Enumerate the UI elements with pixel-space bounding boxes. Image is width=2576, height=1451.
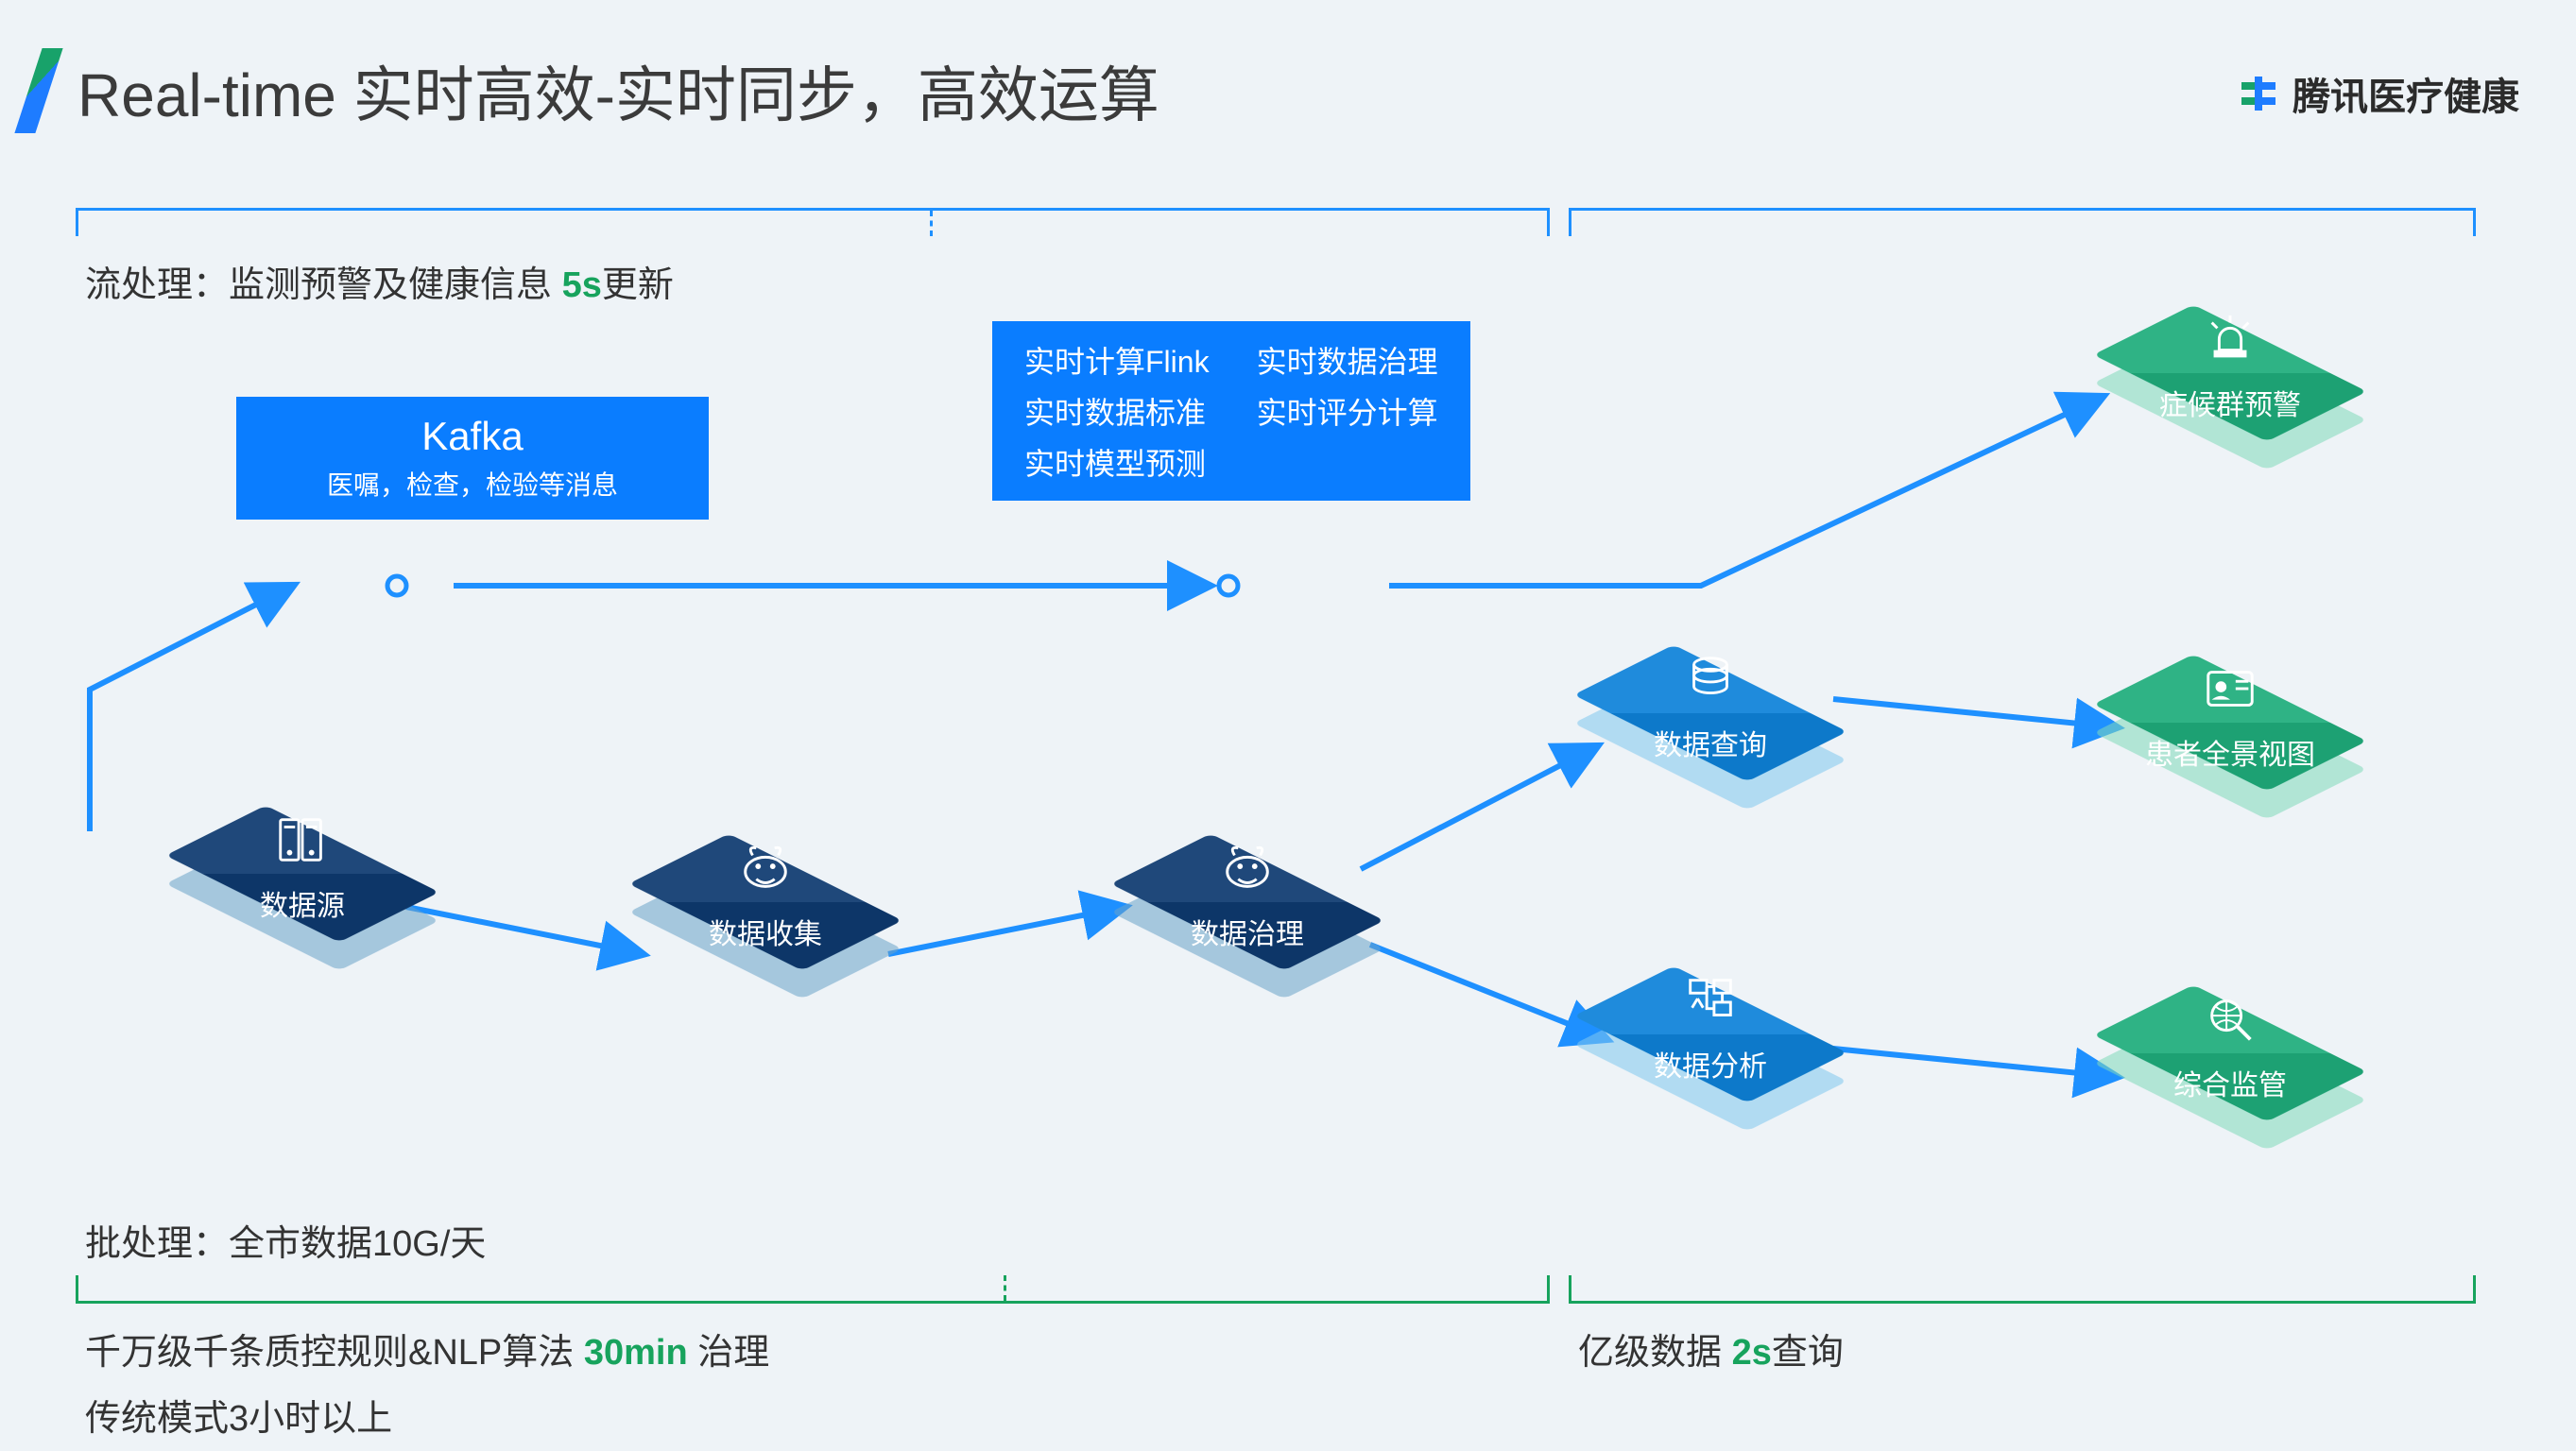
server-icon (180, 811, 425, 874)
flow-arrow (1389, 397, 2103, 586)
node-label: 数据治理 (1125, 911, 1370, 952)
rule-label-suffix: 治理 (688, 1333, 770, 1373)
kafka-title: Kafka (268, 414, 677, 459)
node-label: 症候群预警 (2107, 382, 2353, 423)
stream-label-highlight: 5s (562, 265, 602, 305)
node-monitor: 综合监管 (2107, 982, 2353, 1124)
rule-label-highlight: 30min (584, 1333, 688, 1373)
page-title-bar: Real-time 实时高效-实时同步，高效运算 (28, 47, 1159, 134)
legacy-label: 传统模式3小时以上 (85, 1389, 392, 1441)
bracket (76, 208, 1550, 236)
stream-label-prefix: 流处理：监测预警及健康信息 (85, 265, 562, 305)
bracket (76, 1275, 1550, 1304)
stream-dot (1219, 576, 1238, 595)
title-accent (14, 48, 62, 133)
node-src: 数据源 (180, 803, 425, 945)
query-label-highlight: 2s (1732, 1333, 1772, 1373)
flow-arrow (888, 907, 1125, 954)
flow-arrow (90, 586, 293, 831)
flink-cell: 实时数据治理 (1257, 338, 1438, 382)
node-analyze: 数据分析 (1588, 964, 1833, 1105)
flow-arrow (1833, 1049, 2117, 1077)
query-label: 亿级数据 2s查询 (1578, 1323, 1844, 1374)
node-label: 数据收集 (643, 911, 888, 952)
stream-label: 流处理：监测预警及健康信息 5s更新 (85, 255, 674, 307)
node-label: 综合监管 (2107, 1062, 2353, 1103)
page-title: Real-time 实时高效-实时同步，高效运算 (77, 47, 1159, 134)
stream-dot (387, 576, 406, 595)
batch-label: 批处理：全市数据10G/天 (85, 1214, 486, 1266)
globe-icon (2107, 990, 2353, 1053)
node-label: 患者全景视图 (2107, 731, 2353, 773)
brand: 腾讯医疗健康 (2236, 66, 2519, 121)
node-collect: 数据收集 (643, 831, 888, 973)
node-alert: 症候群预警 (2107, 302, 2353, 444)
hadoop-icon (643, 839, 888, 902)
node-govern: 数据治理 (1125, 831, 1370, 973)
flink-cell: 实时计算Flink (1024, 338, 1210, 382)
db-icon (1588, 650, 1833, 713)
rule-label: 千万级千条质控规则&NLP算法 30min 治理 (85, 1323, 769, 1374)
flink-cell: 实时数据标准 (1024, 389, 1210, 433)
flink-cell: 实时模型预测 (1024, 440, 1210, 484)
stream-label-suffix: 更新 (602, 265, 674, 305)
flink-cell (1257, 440, 1438, 484)
flink-box: 实时计算Flink 实时数据治理 实时数据标准 实时评分计算 实时模型预测 (992, 321, 1470, 501)
query-label-suffix: 查询 (1772, 1333, 1844, 1373)
kafka-subtitle: 医嘱，检查，检验等消息 (268, 465, 677, 503)
brand-text: 腾讯医疗健康 (2293, 66, 2519, 121)
node-label: 数据查询 (1588, 722, 1833, 763)
hadoop-icon (1125, 839, 1370, 902)
bracket (1569, 208, 2476, 236)
flow-arrow (1361, 746, 1597, 869)
flow-arrow (1833, 699, 2117, 727)
rule-label-prefix: 千万级千条质控规则&NLP算法 (85, 1333, 584, 1373)
kafka-box: Kafka 医嘱，检查，检验等消息 (236, 397, 709, 520)
flink-cell: 实时评分计算 (1257, 389, 1438, 433)
bracket (1569, 1275, 2476, 1304)
flow-arrow (406, 907, 643, 954)
node-query: 数据查询 (1588, 642, 1833, 784)
flow-arrow (1370, 945, 1606, 1039)
analytics-icon (1588, 971, 1833, 1034)
node-patient: 患者全景视图 (2107, 652, 2353, 794)
node-label: 数据分析 (1588, 1043, 1833, 1084)
siren-icon (2107, 310, 2353, 373)
idcard-icon (2107, 659, 2353, 723)
node-label: 数据源 (180, 882, 425, 924)
query-label-prefix: 亿级数据 (1578, 1333, 1732, 1373)
brand-logo-icon (2236, 71, 2281, 116)
